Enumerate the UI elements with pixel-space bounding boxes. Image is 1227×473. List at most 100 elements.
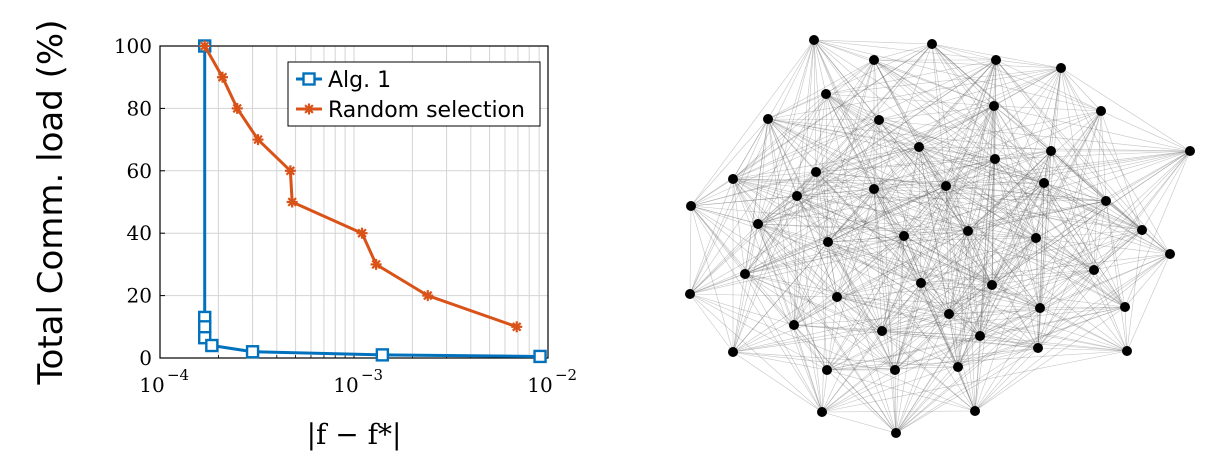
- graph-edge: [993, 67, 1062, 107]
- graph-edge: [826, 150, 1052, 371]
- graph-edge: [967, 230, 1041, 309]
- graph-edge: [918, 146, 981, 337]
- graph-edge: [894, 347, 1039, 371]
- graph-edge: [732, 178, 828, 371]
- graph-edge: [690, 205, 823, 413]
- graph-edge: [991, 269, 1095, 286]
- graph-edge: [1100, 110, 1107, 202]
- graph-node: [869, 184, 879, 194]
- graph-edge: [974, 347, 1039, 412]
- graph-edge: [826, 188, 875, 371]
- graph-edge: [821, 410, 976, 413]
- graph-edge: [689, 39, 815, 295]
- data-point: [198, 320, 212, 334]
- graph-edge: [732, 178, 993, 286]
- graph-edge: [1035, 237, 1126, 308]
- graph-edge: [1060, 67, 1102, 112]
- graph-edge: [878, 119, 1191, 152]
- graph-edge: [1037, 110, 1102, 349]
- graph-edge: [689, 118, 769, 295]
- graph-edge: [827, 241, 896, 371]
- graph-edge: [1039, 110, 1102, 309]
- graph-edge: [920, 59, 997, 284]
- graph-edge: [945, 185, 1039, 349]
- graph-edge: [767, 118, 969, 232]
- graph-edge: [826, 284, 993, 371]
- graph-edge: [1037, 253, 1171, 349]
- graph-edge: [895, 237, 1037, 434]
- graph-edge: [796, 195, 896, 371]
- graph-edge: [690, 146, 920, 207]
- graph-edge: [767, 43, 933, 120]
- graph-edge: [1093, 110, 1102, 271]
- graph-edge: [827, 241, 959, 368]
- graph-edge: [991, 182, 1045, 286]
- graph-edge: [974, 335, 981, 412]
- graph-edge: [979, 200, 1107, 337]
- graph-edge: [881, 59, 997, 332]
- y-tick-label: 80: [127, 96, 152, 120]
- graph-node: [685, 289, 695, 299]
- graph-edge: [690, 205, 922, 284]
- graph-edge: [1043, 182, 1128, 352]
- graph-edge: [732, 178, 1045, 184]
- x-tick-exponent: −3: [361, 366, 383, 384]
- graph-edge: [948, 182, 1045, 315]
- graph-edge: [757, 223, 795, 326]
- graph-edge: [957, 158, 996, 368]
- graph-edge: [689, 293, 823, 413]
- graph-edge: [744, 171, 817, 275]
- graph-edge: [967, 230, 1126, 308]
- graph-edge: [757, 188, 875, 225]
- graph-edge: [689, 223, 759, 295]
- graph-edge: [881, 284, 993, 332]
- graph-edge: [689, 185, 947, 295]
- graph-edge: [732, 178, 798, 197]
- graph-edge: [813, 39, 905, 237]
- graph-node: [890, 365, 900, 375]
- graph-edge: [690, 205, 969, 232]
- graph-edge: [1105, 200, 1128, 352]
- graph-edge: [690, 118, 769, 207]
- graph-edge: [873, 188, 950, 315]
- data-point: [375, 348, 390, 362]
- graph-edge: [757, 223, 897, 434]
- graph-edge: [813, 39, 875, 61]
- graph-edge: [689, 195, 798, 295]
- graph-edge: [690, 205, 828, 371]
- graph-edge: [732, 178, 947, 187]
- graph-edge: [878, 119, 1045, 184]
- graph-node: [1056, 63, 1066, 73]
- graph-edge: [945, 185, 1041, 309]
- graph-edge: [827, 241, 883, 332]
- graph-edge: [813, 39, 969, 232]
- graph-edge: [873, 188, 993, 286]
- graph-edge: [821, 306, 1126, 413]
- graph-edge: [815, 171, 969, 232]
- graph-edge: [796, 195, 993, 286]
- graph-edge: [878, 119, 996, 160]
- graph-edge: [826, 185, 947, 371]
- graph-edge: [918, 146, 1041, 309]
- graph-edge: [994, 158, 1095, 271]
- graph-edge: [903, 59, 997, 237]
- graph-edge: [995, 59, 1171, 255]
- graph-edge: [979, 110, 1102, 337]
- graph-edge: [894, 282, 922, 371]
- graph-edge: [825, 93, 1095, 271]
- graph-edge: [991, 105, 995, 286]
- graph-edge: [767, 118, 798, 197]
- graph-edge: [825, 59, 875, 95]
- graph-edge: [689, 293, 838, 298]
- graph-edge: [881, 105, 995, 332]
- graph-edge: [689, 293, 795, 326]
- graph-edge: [931, 43, 1126, 308]
- graph-edge: [878, 119, 1143, 231]
- graph-edge: [991, 200, 1107, 286]
- graph-edge: [881, 330, 1039, 349]
- graph-edge: [894, 237, 1037, 371]
- graph-node: [1031, 233, 1041, 243]
- data-point: [217, 71, 229, 83]
- network-graph: [685, 35, 1195, 438]
- graph-edge: [948, 313, 1128, 352]
